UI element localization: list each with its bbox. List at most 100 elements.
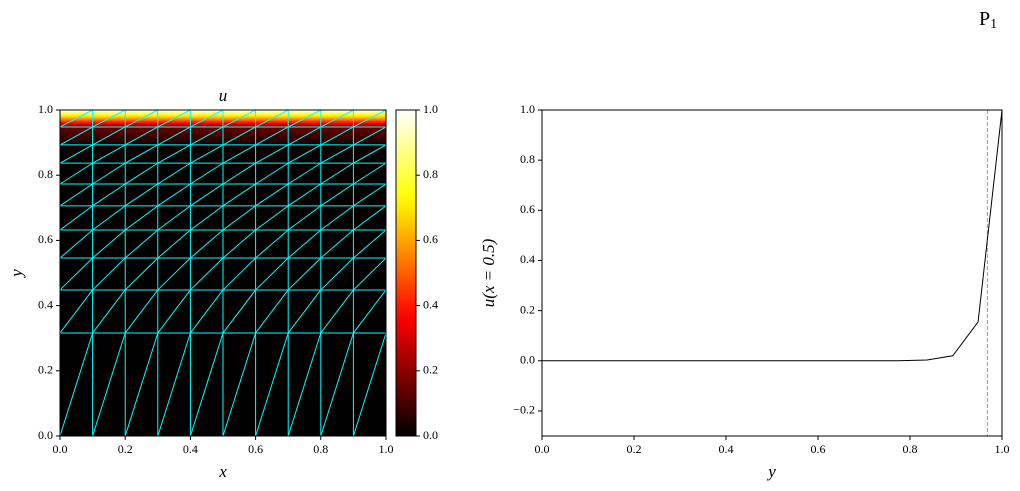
y-tick-label: 0.8 xyxy=(38,167,53,181)
mesh-diagonal xyxy=(287,183,322,207)
y-tick-label: 1.0 xyxy=(520,102,535,116)
mesh-diagonal xyxy=(222,183,256,207)
mesh-diagonal xyxy=(255,162,289,185)
mesh-diagonal xyxy=(222,229,256,259)
mesh-diagonal xyxy=(157,257,191,291)
corner-label-main: P xyxy=(979,8,990,30)
mesh-diagonal xyxy=(320,229,354,259)
mesh-diagonal xyxy=(255,205,289,231)
mesh-diagonal xyxy=(320,162,354,185)
colorbar-tick-label: 0.0 xyxy=(423,428,438,442)
mesh-diagonal xyxy=(92,126,126,146)
mesh-diagonal xyxy=(255,109,289,128)
mesh-diagonal xyxy=(353,229,387,259)
mesh-diagonal xyxy=(320,257,354,291)
x-tick-label: 1.0 xyxy=(995,442,1010,456)
mesh-diagonal xyxy=(92,257,126,291)
mesh-diagonal xyxy=(124,205,159,231)
mesh-diagonal xyxy=(222,257,256,291)
mesh-diagonal xyxy=(59,183,93,207)
x-axis-label: x xyxy=(218,462,227,481)
y-tick-label: 0.2 xyxy=(520,302,535,316)
y-tick-label: 0.6 xyxy=(38,232,53,246)
mesh-diagonal xyxy=(92,109,126,128)
mesh-diagonal xyxy=(157,332,191,437)
mesh-diagonal xyxy=(353,126,387,146)
x-tick-label: 0.2 xyxy=(627,442,642,456)
x-tick-label: 0.4 xyxy=(183,442,198,456)
colorbar xyxy=(395,109,417,437)
x-axis-label: y xyxy=(766,462,776,481)
mesh-diagonal xyxy=(59,289,93,334)
axes-title: u xyxy=(219,86,228,105)
mesh-diagonal xyxy=(190,289,224,334)
mesh-diagonal xyxy=(59,257,93,291)
mesh-diagonal xyxy=(255,229,289,259)
mesh-diagonal xyxy=(124,183,159,207)
mesh-diagonal xyxy=(92,162,126,185)
y-tick-label: −0.2 xyxy=(513,403,535,417)
mesh-diagonal xyxy=(157,183,191,207)
mesh-diagonal xyxy=(255,289,289,334)
mesh-diagonal xyxy=(124,229,159,259)
mesh-diagonal xyxy=(124,126,159,146)
mesh-diagonal xyxy=(190,229,224,259)
y-tick-label: 1.0 xyxy=(38,102,53,116)
y-tick-label: 0.0 xyxy=(38,428,53,442)
mesh-diagonal xyxy=(320,205,354,231)
axes-frame xyxy=(541,109,1003,437)
x-tick-label: 0.8 xyxy=(313,442,328,456)
mesh-diagonal xyxy=(222,332,257,437)
colorbar-tick-label: 0.6 xyxy=(423,232,438,246)
mesh-diagonal xyxy=(190,126,224,146)
mesh-diagonal xyxy=(222,289,256,334)
mesh-diagonal xyxy=(222,144,256,164)
mesh-diagonal xyxy=(287,144,322,164)
mesh-diagonal xyxy=(287,162,322,185)
mesh-diagonal xyxy=(157,205,191,231)
mesh-diagonal xyxy=(287,257,322,291)
x-tick-label: 0.0 xyxy=(535,442,550,456)
mesh-diagonal xyxy=(287,126,322,146)
mesh-diagonal xyxy=(320,109,354,128)
x-tick-label: 0.2 xyxy=(118,442,133,456)
mesh-diagonal xyxy=(352,332,387,437)
mesh-diagonal xyxy=(222,109,256,128)
mesh-diagonal xyxy=(92,144,126,164)
mesh-diagonal xyxy=(255,332,289,437)
x-tick-label: 0.0 xyxy=(53,442,68,456)
mesh-diagonal xyxy=(59,332,94,437)
y-axis-label: y xyxy=(7,269,26,279)
x-tick-label: 0.6 xyxy=(248,442,263,456)
data-line xyxy=(542,110,1002,362)
x-tick-label: 1.0 xyxy=(379,442,394,456)
mesh-diagonal xyxy=(320,183,354,207)
colorbar-tick-label: 0.4 xyxy=(423,297,438,311)
mesh-diagonal xyxy=(124,144,159,164)
mesh-diagonal xyxy=(255,144,289,164)
mesh-diagonal xyxy=(320,332,354,437)
axes-frame xyxy=(59,109,387,437)
mesh-diagonal xyxy=(189,332,224,437)
mesh-diagonal xyxy=(124,332,159,437)
mesh-diagonal xyxy=(287,332,322,437)
y-tick-label: 0.4 xyxy=(38,297,53,311)
mesh-diagonal xyxy=(353,109,387,128)
mesh-diagonal xyxy=(320,144,354,164)
mesh-diagonal xyxy=(190,205,224,231)
mesh-diagonal xyxy=(287,205,322,231)
mesh-diagonal xyxy=(320,289,354,334)
mesh-diagonal xyxy=(287,109,322,128)
mesh-diagonal xyxy=(124,289,159,334)
mesh-diagonal xyxy=(222,205,256,231)
colorbar-tick-label: 0.2 xyxy=(423,363,438,377)
y-tick-label: 0.4 xyxy=(520,252,535,266)
mesh-diagonal xyxy=(92,229,126,259)
x-tick-label: 0.6 xyxy=(811,442,826,456)
mesh-diagonal xyxy=(92,205,126,231)
mesh-diagonal xyxy=(157,126,191,146)
mesh-diagonal xyxy=(190,183,224,207)
mesh-diagonal xyxy=(255,126,289,146)
mesh-diagonal xyxy=(92,332,126,437)
